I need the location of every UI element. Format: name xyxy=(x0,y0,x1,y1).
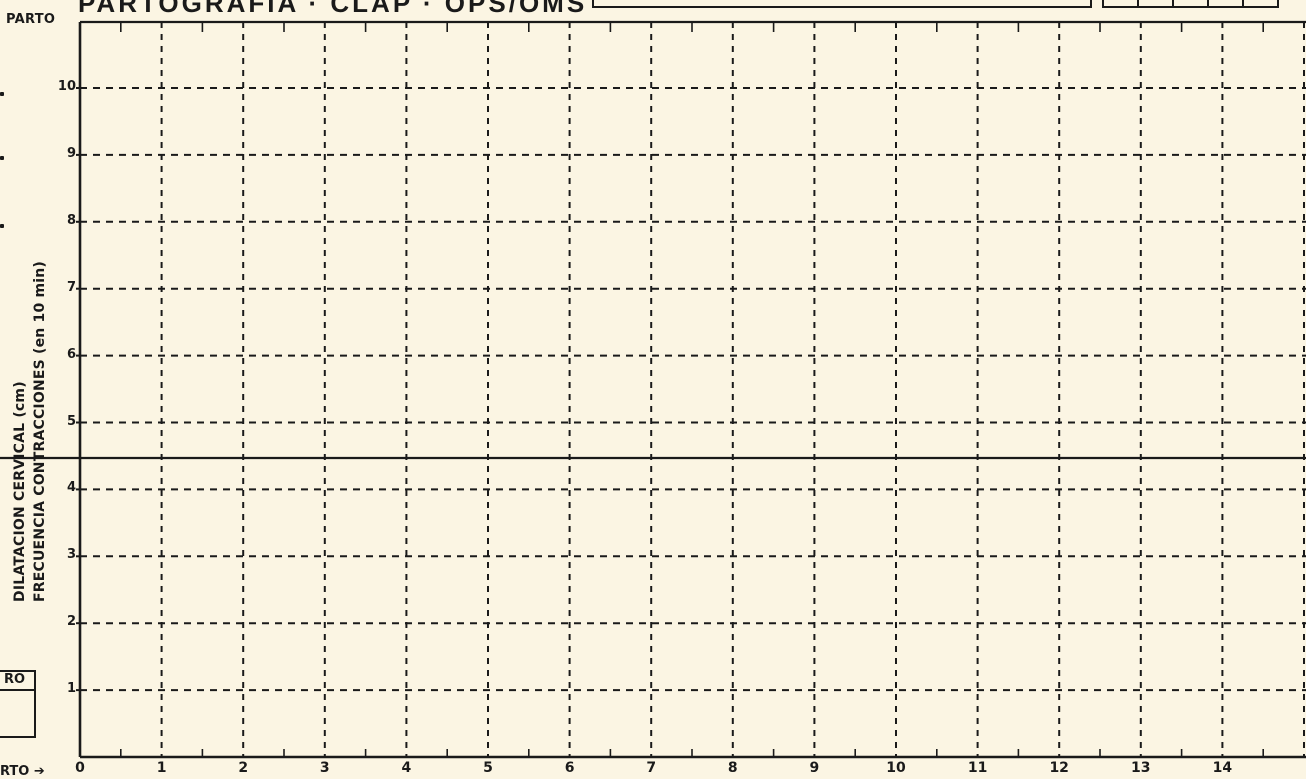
y-tick-label: 7 xyxy=(66,279,76,295)
y-tick-label: 9 xyxy=(66,145,76,161)
y-tick-label: 5 xyxy=(66,413,76,429)
parto-bottom-label: RTO ➔ xyxy=(0,764,45,779)
y-tick-label: 10 xyxy=(57,79,76,94)
patient-name-field[interactable] xyxy=(592,0,1092,8)
x-tick-label: 10 xyxy=(886,760,906,776)
x-tick-label: 1 xyxy=(156,760,167,776)
x-tick-label: 12 xyxy=(1049,760,1069,776)
grid-frame xyxy=(0,20,1306,759)
x-tick-label: 3 xyxy=(319,760,330,776)
x-tick-label: 14 xyxy=(1212,760,1233,776)
x-tick-label: 7 xyxy=(646,760,657,776)
y-axis-label-contractions: FRECUENCIA CONTRACCIONES (en 10 min) xyxy=(32,260,48,602)
edge-mark xyxy=(0,224,4,228)
record-number-boxes xyxy=(1102,0,1279,8)
edge-mark xyxy=(0,92,4,96)
x-tick-label: 2 xyxy=(238,760,249,776)
arrow-right-icon: ➔ xyxy=(29,764,45,779)
x-tick-label: 13 xyxy=(1131,760,1151,776)
edge-mark xyxy=(0,156,4,160)
y-axis-label-block: DILATACION CERVICAL (cm) FRECUENCIA CONT… xyxy=(8,140,68,610)
parto-bottom-text: RTO xyxy=(0,764,30,779)
x-tick-label: 9 xyxy=(809,760,820,776)
x-tick-label: 6 xyxy=(564,760,575,776)
form-title: PARTOGRAFIA · CLAP · OPS/OMS xyxy=(78,0,588,18)
y-tick-label: 1 xyxy=(66,681,76,697)
y-tick-label: 4 xyxy=(66,480,76,496)
ro-box[interactable]: RO xyxy=(0,670,36,738)
y-tick-label: 2 xyxy=(66,614,76,630)
record-digit-box[interactable] xyxy=(1242,0,1279,8)
x-tick-label: 4 xyxy=(401,760,412,776)
x-tick-label: 0 xyxy=(75,760,85,776)
x-tick-label: 5 xyxy=(483,760,493,776)
parto-top-label: PARTO xyxy=(6,12,56,27)
x-tick-label: 11 xyxy=(967,760,988,776)
y-tick-label: 6 xyxy=(66,346,76,362)
y-tick-label: 8 xyxy=(66,212,76,228)
y-axis-label-dilatation: DILATACION CERVICAL (cm) xyxy=(12,381,28,602)
ro-divider xyxy=(0,689,34,691)
y-tick-label: 3 xyxy=(66,547,76,563)
x-tick-label: 8 xyxy=(727,760,738,776)
ro-label: RO xyxy=(4,672,26,687)
grid-lines xyxy=(80,22,1306,757)
